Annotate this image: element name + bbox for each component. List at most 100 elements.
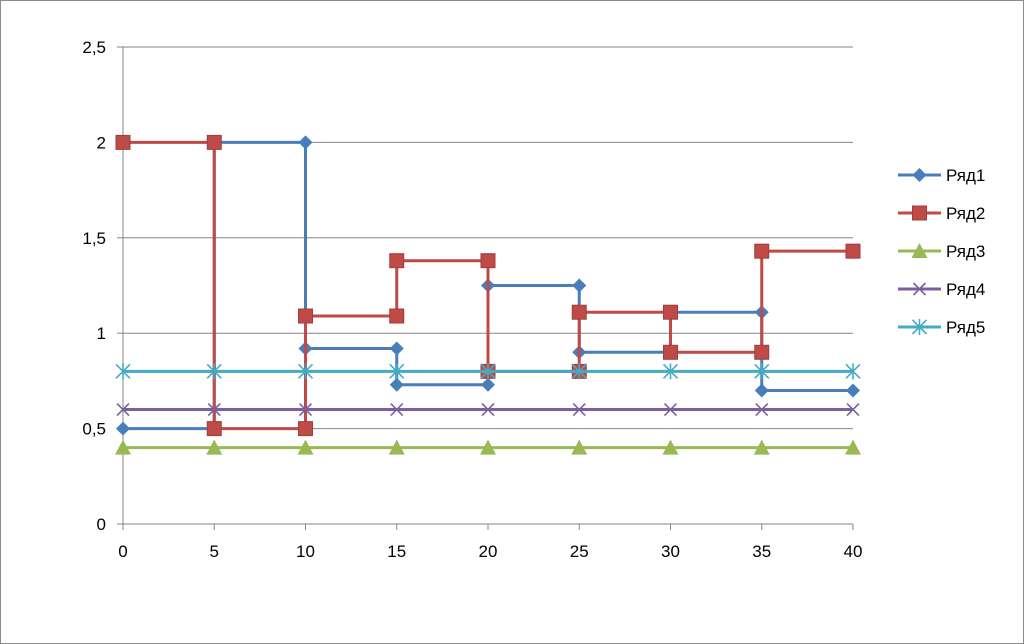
legend-marker: [912, 282, 927, 296]
data-point: [298, 421, 313, 437]
data-point: [389, 308, 405, 324]
data-point: [298, 402, 313, 417]
triangle-marker-shape: [911, 243, 928, 258]
x-marker-stroke: [912, 282, 927, 296]
data-point: [297, 363, 314, 380]
data-point: [206, 363, 222, 380]
triangle-marker-shape: [388, 439, 405, 455]
x-marker-stroke: [755, 402, 769, 417]
data-point: [206, 421, 222, 437]
data-point: [663, 402, 678, 417]
data-point: [480, 439, 496, 455]
x-marker-stroke: [390, 402, 404, 417]
legend-item: Ряд1: [898, 166, 985, 185]
data-point: [116, 421, 130, 436]
data-point: [481, 402, 495, 417]
data-point: [846, 383, 860, 398]
data-point: [845, 363, 861, 380]
data-point: [845, 243, 861, 259]
triangle-marker-shape: [571, 439, 588, 455]
y-tick-label: 1,5: [82, 229, 106, 248]
data-point: [571, 304, 587, 320]
legend-item: Ряд5: [898, 318, 985, 337]
triangle-marker-shape: [115, 439, 131, 455]
data-point: [754, 363, 770, 380]
triangle-marker-shape: [845, 439, 861, 455]
data-point: [480, 253, 496, 269]
data-point: [389, 253, 405, 269]
legend-item: Ряд2: [898, 204, 985, 223]
x-marker-stroke: [207, 402, 221, 417]
x-marker-stroke: [572, 402, 586, 417]
square-marker-shape: [912, 205, 927, 221]
diamond-marker-shape: [389, 341, 404, 356]
square-marker-shape: [389, 308, 405, 324]
legend-label: Ряд2: [946, 204, 985, 223]
diamond-marker-shape: [754, 383, 769, 398]
data-point: [389, 341, 404, 356]
data-point: [571, 439, 588, 455]
square-marker-shape: [845, 243, 861, 259]
x-tick-label: 10: [296, 542, 315, 561]
legend-marker: [912, 205, 927, 221]
legend-marker: [911, 319, 928, 335]
square-marker-shape: [206, 134, 222, 150]
diamond-marker-shape: [481, 377, 495, 392]
y-tick-label: 2,5: [82, 38, 106, 57]
x-marker-stroke: [663, 402, 678, 417]
data-point: [572, 278, 587, 293]
data-point: [115, 363, 131, 380]
legend-item: Ряд4: [898, 280, 985, 299]
y-tick-label: 0: [97, 515, 106, 534]
diamond-marker-shape: [298, 135, 313, 150]
data-point: [206, 439, 223, 455]
data-point: [390, 402, 404, 417]
data-point: [207, 402, 221, 417]
data-point: [753, 439, 770, 455]
data-point: [115, 134, 131, 150]
data-point: [206, 134, 222, 150]
data-point: [115, 439, 131, 455]
square-marker-shape: [298, 308, 313, 324]
data-point: [662, 439, 679, 455]
y-tick-label: 1: [97, 324, 106, 343]
series-3: [115, 439, 861, 455]
x-marker-stroke: [116, 402, 130, 417]
axes: 0 0,5 1 1,5 2 2,5 0 5 10 15 20 25 30 35 40: [82, 38, 862, 561]
data-point: [297, 439, 314, 455]
legend-marker: [912, 168, 927, 182]
data-point: [754, 344, 770, 360]
data-point: [662, 363, 679, 380]
x-tick-label: 0: [118, 542, 127, 561]
legend-label: Ряд1: [946, 166, 985, 185]
x-marker-stroke: [846, 402, 860, 417]
square-marker-shape: [206, 421, 222, 437]
legend: Ряд1 Ряд2 Ряд3 Ряд4 Ряд5: [898, 166, 985, 337]
data-point: [389, 377, 404, 392]
data-point: [298, 308, 313, 324]
data-point: [663, 304, 678, 320]
square-marker-shape: [571, 304, 587, 320]
data-point: [754, 383, 769, 398]
legend-item: Ряд3: [898, 242, 985, 261]
x-tick-label: 40: [844, 542, 863, 561]
diamond-marker-shape: [572, 278, 587, 293]
series-4: [116, 402, 860, 417]
square-marker-shape: [663, 344, 678, 360]
square-marker-shape: [754, 344, 770, 360]
y-tick-label: 0,5: [82, 420, 106, 439]
triangle-marker-shape: [753, 439, 770, 455]
x-tick-label: 25: [570, 542, 589, 561]
data-point: [298, 135, 313, 150]
x-tick-label: 20: [479, 542, 498, 561]
square-marker-shape: [115, 134, 131, 150]
legend-label: Ряд5: [946, 318, 985, 337]
triangle-marker-shape: [297, 439, 314, 455]
x-tick-label: 15: [387, 542, 406, 561]
legend-marker: [911, 243, 928, 258]
data-point: [754, 243, 770, 259]
data-point: [663, 344, 678, 360]
x-tick-label: 30: [661, 542, 680, 561]
